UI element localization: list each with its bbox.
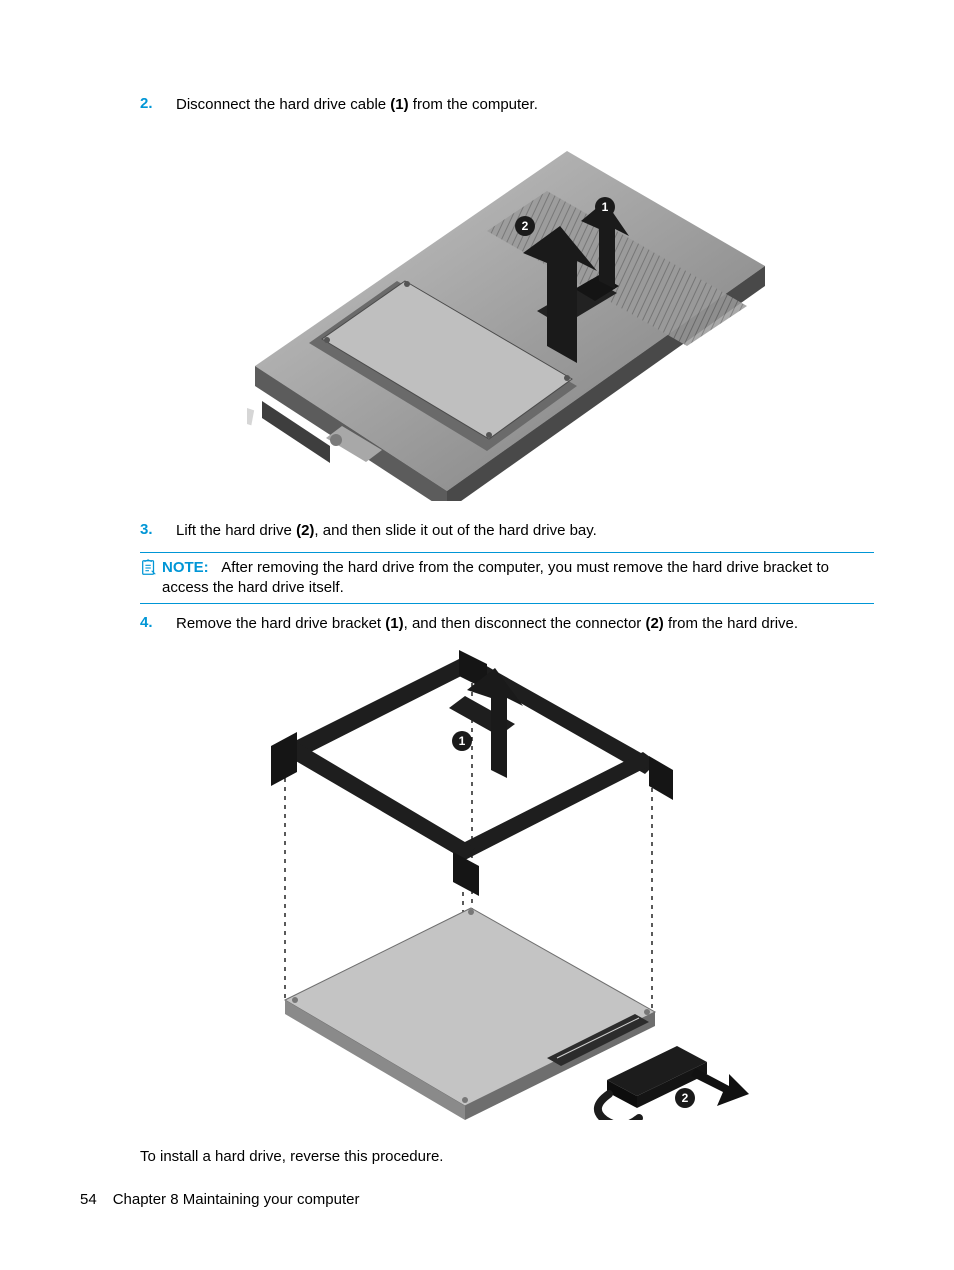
step-number: 2. bbox=[140, 95, 176, 115]
text-segment: from the computer. bbox=[409, 96, 538, 113]
step-text: Remove the hard drive bracket (1), and t… bbox=[176, 614, 798, 634]
page-content: 2. Disconnect the hard drive cable (1) f… bbox=[140, 95, 874, 1120]
callout-ref: (1) bbox=[385, 615, 403, 632]
chapter-title: Chapter 8 Maintaining your computer bbox=[113, 1191, 360, 1208]
text-segment: , and then slide it out of the hard driv… bbox=[314, 522, 596, 539]
step-3: 3. Lift the hard drive (2), and then sli… bbox=[140, 521, 874, 541]
svg-text:1: 1 bbox=[459, 734, 466, 748]
step-2: 2. Disconnect the hard drive cable (1) f… bbox=[140, 95, 874, 115]
text-segment: Lift the hard drive bbox=[176, 522, 296, 539]
note-callout: NOTE: After removing the hard drive from… bbox=[140, 552, 874, 605]
step-text: Lift the hard drive (2), and then slide … bbox=[176, 521, 597, 541]
callout-ref: (2) bbox=[296, 522, 314, 539]
page-footer: 54 Chapter 8 Maintaining your computer bbox=[80, 1191, 359, 1208]
figure-bracket-removal: 12 bbox=[140, 650, 874, 1120]
page-number: 54 bbox=[80, 1191, 97, 1208]
step-text: Disconnect the hard drive cable (1) from… bbox=[176, 95, 538, 115]
text-segment: from the hard drive. bbox=[664, 615, 798, 632]
svg-text:1: 1 bbox=[602, 200, 609, 214]
step-4: 4. Remove the hard drive bracket (1), an… bbox=[140, 614, 874, 634]
text-segment: , and then disconnect the connector bbox=[404, 615, 646, 632]
step-number: 4. bbox=[140, 614, 176, 634]
note-text: NOTE: After removing the hard drive from… bbox=[162, 558, 874, 599]
callout-ref: (1) bbox=[390, 96, 408, 113]
note-label: NOTE: bbox=[162, 559, 209, 576]
figure-harddrive-removal: 12 bbox=[140, 131, 874, 501]
callout-ref: (2) bbox=[645, 615, 663, 632]
svg-text:2: 2 bbox=[522, 219, 529, 233]
step-number: 3. bbox=[140, 521, 176, 541]
svg-text:2: 2 bbox=[682, 1091, 689, 1105]
text-segment: Remove the hard drive bracket bbox=[176, 615, 385, 632]
note-body: After removing the hard drive from the c… bbox=[162, 559, 829, 596]
note-icon bbox=[140, 558, 162, 582]
closing-text: To install a hard drive, reverse this pr… bbox=[140, 1148, 874, 1165]
text-segment: Disconnect the hard drive cable bbox=[176, 96, 390, 113]
